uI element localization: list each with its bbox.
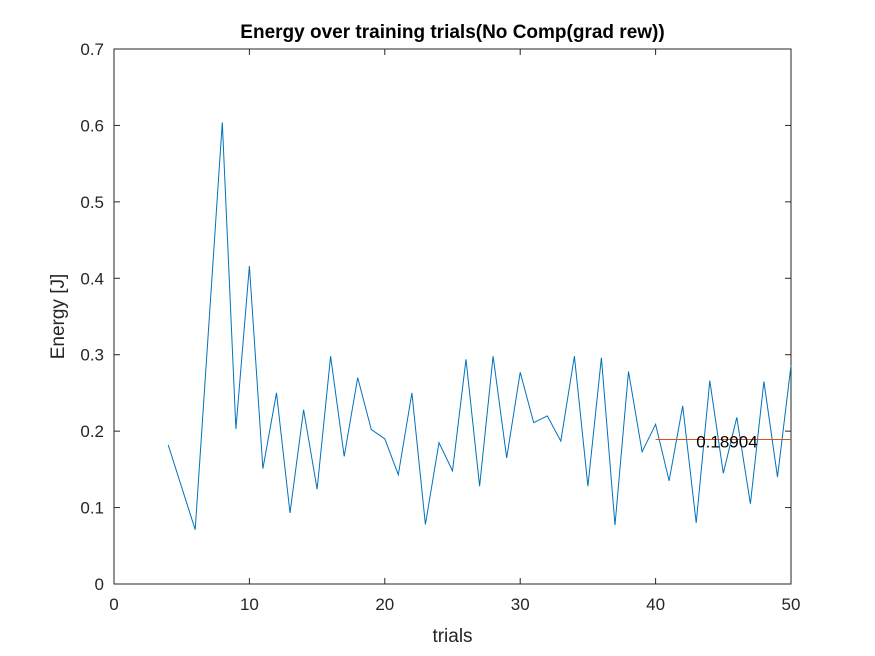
x-tick-label: 20	[375, 595, 394, 614]
chart-title: Energy over training trials(No Comp(grad…	[240, 22, 664, 43]
y-tick-label: 0.7	[80, 40, 104, 59]
y-tick-label: 0.6	[80, 116, 104, 135]
energy-series-line	[167, 122, 792, 530]
x-tick-label: 10	[240, 595, 259, 614]
plot-area	[113, 48, 792, 585]
y-tick-label: 0.3	[80, 346, 104, 365]
axes-frame: 0 10 20 30 40 50 0 0.1 0.2 0.3 0.4 0.5 0.6 0.7	[80, 40, 800, 614]
x-tick-label: 0	[109, 595, 118, 614]
x-tick-label: 40	[646, 595, 665, 614]
x-tick-label: 50	[782, 595, 801, 614]
y-tick-label: 0.4	[80, 269, 104, 288]
y-tick-label: 0.1	[80, 499, 104, 518]
y-tick-label: 0	[95, 575, 104, 594]
x-axis-label: trials	[432, 626, 472, 647]
y-tick-label: 0.5	[80, 193, 104, 212]
y-axis-label: Energy [J]	[48, 274, 69, 360]
y-tick-label: 0.2	[80, 422, 104, 441]
x-tick-label: 30	[511, 595, 530, 614]
mean-value-annotation: 0.18904	[696, 433, 757, 452]
series-layer	[167, 122, 792, 530]
